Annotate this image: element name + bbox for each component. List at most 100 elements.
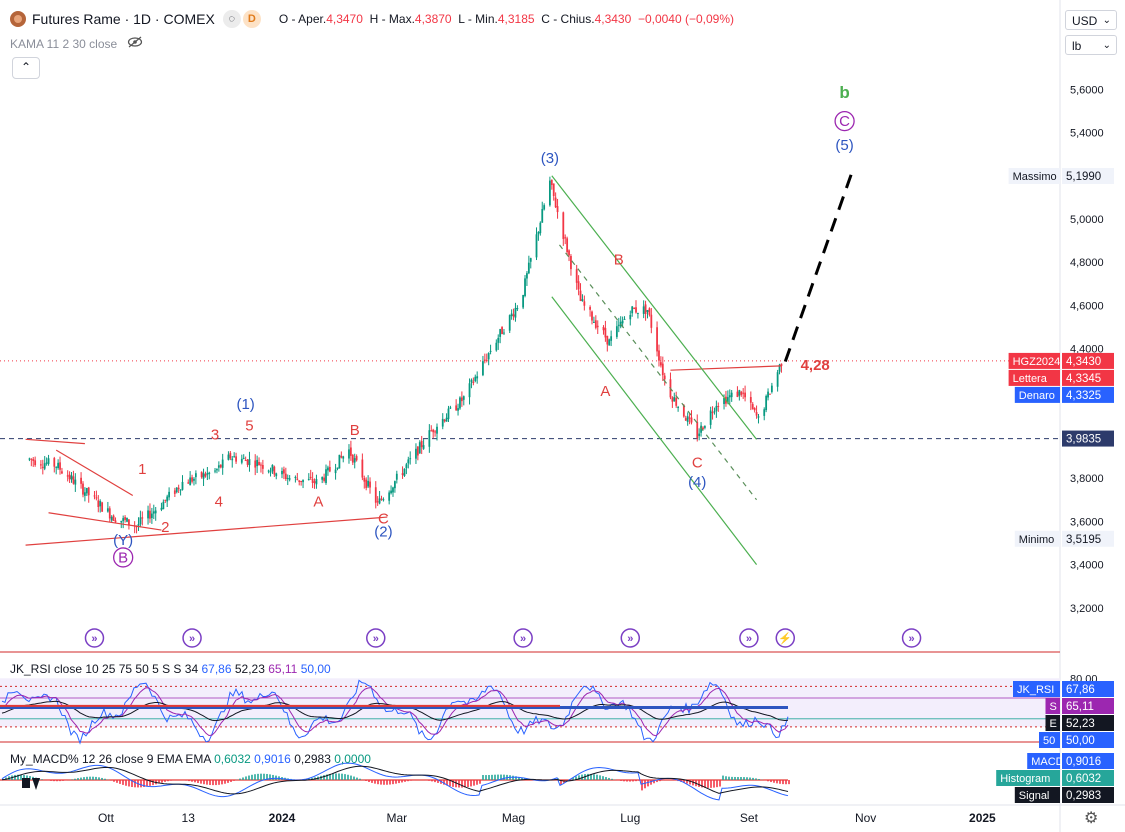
macd-histogram-bar: [167, 780, 169, 782]
macd-histogram-bar: [398, 780, 400, 784]
candle-body: [281, 470, 283, 475]
candle-body: [642, 306, 645, 314]
candle-body: [380, 498, 383, 500]
candlestick-series: [28, 176, 783, 534]
candle-body: [468, 383, 471, 398]
rsi-series-name-box: [1013, 681, 1060, 697]
macd-histogram-bar: [242, 777, 244, 780]
candle-body: [365, 479, 368, 488]
y-tick-label: 5,4000: [1070, 128, 1104, 140]
wave-label: 3: [211, 426, 219, 443]
candle-body: [227, 454, 230, 460]
collapse-legend-button[interactable]: ⌃: [12, 57, 40, 79]
rsi-series-value-box: [1062, 681, 1114, 697]
macd-histogram-bar: [731, 776, 733, 780]
candle-body: [32, 459, 35, 462]
eye-off-icon[interactable]: [127, 36, 143, 51]
candle-body: [497, 337, 500, 343]
wave-label: (4): [688, 474, 706, 491]
candle-body: [581, 299, 584, 302]
candle-body: [742, 392, 745, 394]
wave-label: 4: [215, 493, 223, 510]
candle-body: [101, 502, 104, 512]
candle-body: [147, 510, 149, 519]
candle-body: [503, 332, 505, 334]
delayed-data-badge[interactable]: D: [242, 10, 261, 28]
dividend-arrow-icon: [84, 628, 105, 648]
macd-histogram-bar: [626, 780, 628, 782]
candle-body: [702, 427, 704, 430]
low-label: L - Min.: [458, 12, 498, 26]
macd-histogram-bar: [200, 780, 202, 784]
candle-body: [489, 350, 492, 352]
candle-body: [206, 472, 209, 475]
lightning-icon-glyph: ⚡: [778, 632, 792, 645]
x-tick-label: Nov: [855, 811, 876, 825]
market-status-icon[interactable]: ◌: [222, 10, 241, 28]
macd-legend[interactable]: My_MACD% 12 26 close 9 EMA EMA 0,6032 0,…: [10, 752, 371, 766]
candle-body: [315, 479, 318, 485]
candle-body: [407, 459, 410, 464]
macd-histogram-bar: [209, 780, 211, 785]
macd-histogram-bar: [620, 780, 622, 781]
macd-histogram-bar: [332, 773, 334, 780]
rsi-legend-value-1: 67,86: [201, 662, 232, 676]
macd-histogram-bar: [488, 774, 490, 780]
candle-body: [139, 517, 142, 525]
rsi-series-name-box: [1045, 715, 1060, 731]
candle-body: [120, 520, 123, 523]
candle-body: [682, 404, 685, 417]
candle-body: [535, 234, 538, 258]
macd-histogram-bar: [251, 774, 253, 780]
candle-body: [476, 376, 479, 379]
candle-body: [355, 456, 358, 461]
lightning-icon: [775, 628, 796, 648]
rsi-series-name: E: [1050, 718, 1057, 730]
macd-histogram-bar: [602, 776, 604, 780]
macd-histogram-bar: [227, 780, 229, 783]
rsi-legend[interactable]: JK_RSI close 10 25 75 50 5 S S 34 67,86 …: [10, 662, 331, 676]
macd-histogram-bar: [191, 780, 193, 782]
close-label: C - Chius.: [541, 12, 595, 26]
candle-body: [539, 222, 542, 234]
candle-body: [286, 477, 289, 479]
macd-histogram-bar: [326, 774, 328, 780]
candle-body: [449, 407, 452, 409]
candle-body: [418, 442, 421, 454]
macd-histogram-bar: [86, 776, 88, 780]
symbol-title[interactable]: Futures Rame · 1D · COMEX: [32, 11, 215, 27]
macd-histogram-bar: [122, 780, 124, 785]
currency-select[interactable]: USD ⌄: [1065, 10, 1117, 30]
wave-label: b: [839, 83, 849, 102]
candle-body: [231, 458, 234, 461]
candle-body: [623, 318, 626, 320]
candle-body: [593, 321, 595, 323]
currency-value: USD: [1072, 14, 1098, 28]
candle-body: [204, 474, 207, 477]
macd-histogram-bar: [407, 780, 409, 782]
candle-body: [591, 311, 593, 321]
candle-body: [394, 481, 396, 489]
candle-body: [656, 327, 658, 352]
macd-histogram-bar: [74, 778, 76, 780]
unit-select[interactable]: lb ⌄: [1065, 35, 1117, 55]
macd-histogram-bar: [347, 774, 349, 780]
candle-body: [447, 408, 450, 419]
kama-indicator-legend[interactable]: KAMA 11 2 30 close: [10, 36, 143, 51]
candle-body: [267, 470, 270, 472]
candle-body: [328, 466, 331, 472]
macd-histogram-bar: [512, 775, 514, 780]
macd-histogram-bar: [773, 780, 775, 783]
price-label-name-box: [1014, 530, 1060, 547]
candle-body: [66, 475, 69, 477]
rsi-legend-title: JK_RSI close 10 25 75 50 5 S S 34: [10, 662, 199, 676]
rsi-series-name: JK_RSI: [1017, 684, 1054, 696]
candle-body: [459, 397, 461, 409]
price-label-box: [1062, 530, 1114, 547]
candle-body: [594, 320, 597, 328]
candle-body: [74, 479, 77, 485]
candle-body: [508, 315, 511, 331]
settings-gear-icon[interactable]: ⚙: [1084, 810, 1099, 827]
macd-histogram-bar: [464, 780, 466, 788]
